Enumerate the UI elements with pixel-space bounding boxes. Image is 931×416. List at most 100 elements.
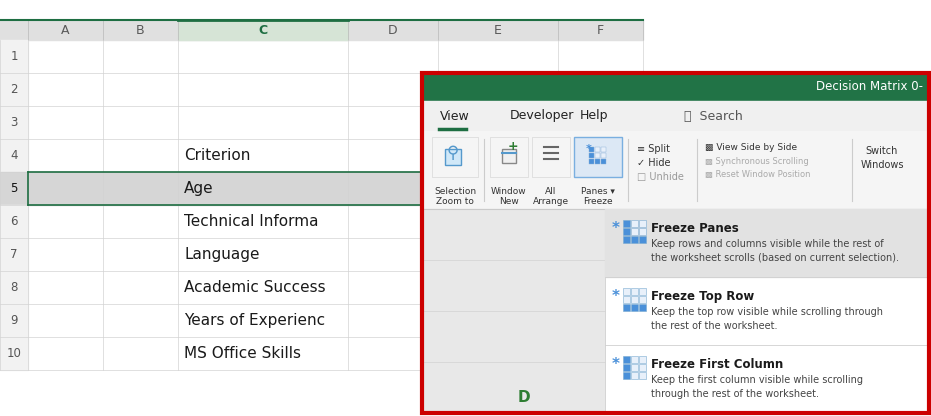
Bar <box>631 364 638 371</box>
Text: B: B <box>136 23 145 37</box>
Text: ⌕  Search: ⌕ Search <box>684 109 743 122</box>
Bar <box>0 106 28 139</box>
Bar <box>0 337 28 370</box>
Bar <box>490 137 528 177</box>
Text: 9: 9 <box>10 314 18 327</box>
Bar <box>623 356 630 363</box>
Bar <box>432 137 478 177</box>
Text: ✓ Hide: ✓ Hide <box>637 158 670 168</box>
Text: 8: 8 <box>10 281 18 294</box>
Text: New: New <box>499 196 519 206</box>
Bar <box>605 209 929 413</box>
Text: Window: Window <box>492 188 527 196</box>
Bar <box>639 356 646 363</box>
Text: Technical Informa: Technical Informa <box>184 214 318 229</box>
Text: Academic Success: Academic Success <box>184 280 326 295</box>
Bar <box>639 304 646 311</box>
Text: All: All <box>546 188 557 196</box>
Text: the rest of the worksheet.: the rest of the worksheet. <box>651 321 777 331</box>
Bar <box>631 288 638 295</box>
Bar <box>605 209 929 277</box>
Text: Criterion: Criterion <box>184 148 250 163</box>
Bar <box>0 20 643 370</box>
Bar <box>631 372 638 379</box>
Bar <box>422 209 605 413</box>
Bar <box>595 159 600 164</box>
Text: Panes ▾: Panes ▾ <box>581 188 615 196</box>
Bar <box>0 73 28 106</box>
Bar <box>639 288 646 295</box>
Bar <box>589 153 594 158</box>
Bar <box>595 147 600 152</box>
Text: D: D <box>518 391 530 406</box>
Bar <box>623 236 630 243</box>
Text: Developer: Developer <box>510 109 574 122</box>
Bar <box>639 228 646 235</box>
Text: *: * <box>612 357 620 371</box>
Bar <box>0 40 28 73</box>
Bar <box>422 73 929 413</box>
Text: Freeze Panes: Freeze Panes <box>651 222 739 235</box>
Bar <box>28 172 643 205</box>
Text: 5: 5 <box>10 182 18 195</box>
Text: *: * <box>612 289 620 304</box>
Bar <box>631 296 638 303</box>
Bar <box>623 372 630 379</box>
Text: +: + <box>507 141 519 154</box>
Bar <box>623 304 630 311</box>
Text: ≡ Split: ≡ Split <box>637 144 670 154</box>
Bar <box>631 236 638 243</box>
Text: Freeze Top Row: Freeze Top Row <box>651 290 754 302</box>
Text: Zoom to: Zoom to <box>436 196 474 206</box>
Bar <box>623 220 630 227</box>
Bar <box>639 296 646 303</box>
Text: 3: 3 <box>10 116 18 129</box>
Text: ▩ View Side by Side: ▩ View Side by Side <box>705 143 797 151</box>
Bar <box>623 288 630 295</box>
Bar <box>631 228 638 235</box>
Bar <box>502 149 516 163</box>
Bar <box>422 73 929 101</box>
Bar <box>601 147 606 152</box>
Bar <box>631 304 638 311</box>
Text: through the rest of the worksheet.: through the rest of the worksheet. <box>651 389 819 399</box>
Bar <box>631 356 638 363</box>
Text: Keep the first column visible while scrolling: Keep the first column visible while scro… <box>651 375 863 385</box>
Bar <box>589 147 594 152</box>
Bar <box>601 153 606 158</box>
Bar <box>601 159 606 164</box>
Bar <box>623 364 630 371</box>
Bar <box>0 304 28 337</box>
Bar <box>623 228 630 235</box>
Text: Help: Help <box>580 109 609 122</box>
Text: Age: Age <box>184 181 213 196</box>
Text: *: * <box>612 220 620 235</box>
Text: ▩ Synchronous Scrolling: ▩ Synchronous Scrolling <box>705 156 809 166</box>
Bar <box>422 73 929 413</box>
Text: Windows: Windows <box>860 160 904 170</box>
Bar <box>623 296 630 303</box>
Text: F: F <box>597 23 604 37</box>
Bar <box>574 137 622 177</box>
Text: Language: Language <box>184 247 260 262</box>
Text: the worksheet scrolls (based on current selection).: the worksheet scrolls (based on current … <box>651 253 899 263</box>
Bar <box>639 220 646 227</box>
Bar <box>0 172 28 205</box>
Text: A: A <box>61 23 70 37</box>
Text: ⚲: ⚲ <box>447 144 459 162</box>
Text: Years of Experienc: Years of Experienc <box>184 313 325 328</box>
Text: View: View <box>440 109 470 122</box>
Bar <box>0 271 28 304</box>
Text: MS Office Skills: MS Office Skills <box>184 346 301 361</box>
Bar <box>639 236 646 243</box>
Text: Switch: Switch <box>866 146 898 156</box>
Text: Freeze: Freeze <box>583 196 613 206</box>
Text: D: D <box>388 23 398 37</box>
Bar <box>0 205 28 238</box>
Text: C: C <box>259 23 267 37</box>
Text: E: E <box>494 23 502 37</box>
Text: 4: 4 <box>10 149 18 162</box>
Bar <box>0 139 28 172</box>
Text: ▩ Reset Window Position: ▩ Reset Window Position <box>705 171 811 179</box>
Text: Decision Matrix 0-: Decision Matrix 0- <box>816 81 923 94</box>
